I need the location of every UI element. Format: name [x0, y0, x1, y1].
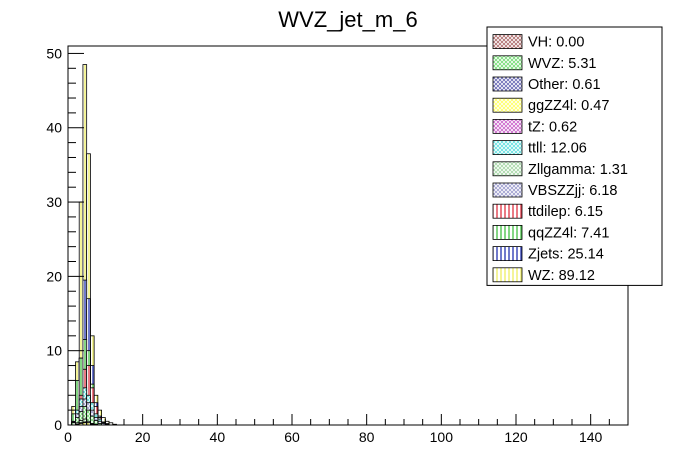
legend-label: tZ: 0.62	[528, 119, 577, 135]
y-tick-label: 30	[46, 194, 62, 210]
x-tick-label: 120	[504, 429, 528, 445]
legend-label: ttdilep: 6.15	[528, 204, 603, 220]
legend-label: Zllgamma: 1.31	[528, 162, 628, 178]
legend-item: Zllgamma: 1.31	[492, 161, 628, 178]
legend-item: WZ: 89.12	[492, 267, 595, 284]
legend-swatch	[492, 34, 523, 49]
legend-item: qqZZ4l: 7.41	[492, 224, 609, 241]
y-tick-label: 10	[46, 343, 62, 359]
legend: VH: 0.00 WVZ: 5.31 Other: 0.61 ggZZ4l: 0.47…	[486, 26, 663, 286]
legend-item: tZ: 0.62	[492, 119, 577, 135]
y-tick-label: 20	[46, 268, 62, 284]
legend-label: WVZ: 5.31	[528, 56, 597, 72]
legend-item: VH: 0.00	[492, 34, 584, 51]
legend-label: VBSZZjj: 6.18	[528, 183, 617, 199]
y-tick-label: 0	[54, 417, 62, 433]
legend-item: ttll: 12.06	[492, 140, 587, 157]
legend-swatch	[492, 224, 523, 240]
legend-swatch	[492, 97, 523, 113]
legend-label: Other: 0.61	[528, 77, 601, 93]
legend-item: ggZZ4l: 0.47	[492, 97, 609, 114]
legend-item: ttdilep: 6.15	[492, 203, 603, 220]
legend-label: ggZZ4l: 0.47	[528, 98, 609, 114]
y-tick-label: 40	[46, 120, 62, 136]
y-tick-label: 50	[46, 45, 62, 61]
y-axis: 0 10 20 30 40 50	[46, 45, 84, 433]
legend-swatch	[492, 140, 523, 156]
legend-item: WVZ: 5.31	[492, 55, 597, 72]
legend-item: VBSZZjj: 6.18	[492, 182, 617, 199]
x-tick-label: 80	[359, 429, 375, 445]
legend-swatch	[492, 267, 523, 283]
legend-item: Zjets: 25.14	[492, 246, 604, 263]
x-tick-label: 140	[579, 429, 603, 445]
legend-item: Other: 0.61	[492, 76, 601, 93]
chart-title: WVZ_jet_m_6	[278, 7, 417, 32]
legend-label: qqZZ4l: 7.41	[528, 225, 609, 241]
x-tick-label: 60	[284, 429, 300, 445]
legend-swatch	[492, 182, 523, 198]
x-tick-label: 40	[210, 429, 226, 445]
legend-label: VH: 0.00	[528, 35, 584, 51]
legend-swatch	[492, 119, 523, 134]
legend-swatch	[492, 203, 523, 219]
x-axis: 0 20 40 60 80 100 120 140	[64, 414, 629, 445]
legend-swatch	[492, 246, 523, 262]
legend-label: WZ: 89.12	[528, 268, 595, 284]
x-tick-label: 0	[64, 429, 72, 445]
legend-swatch	[492, 161, 523, 177]
legend-swatch	[492, 76, 523, 92]
legend-label: ttll: 12.06	[528, 141, 587, 157]
x-tick-label: 20	[135, 429, 151, 445]
legend-label: Zjets: 25.14	[528, 247, 604, 263]
legend-swatch	[492, 55, 523, 71]
x-tick-label: 100	[430, 429, 454, 445]
histogram-bars	[71, 64, 117, 426]
